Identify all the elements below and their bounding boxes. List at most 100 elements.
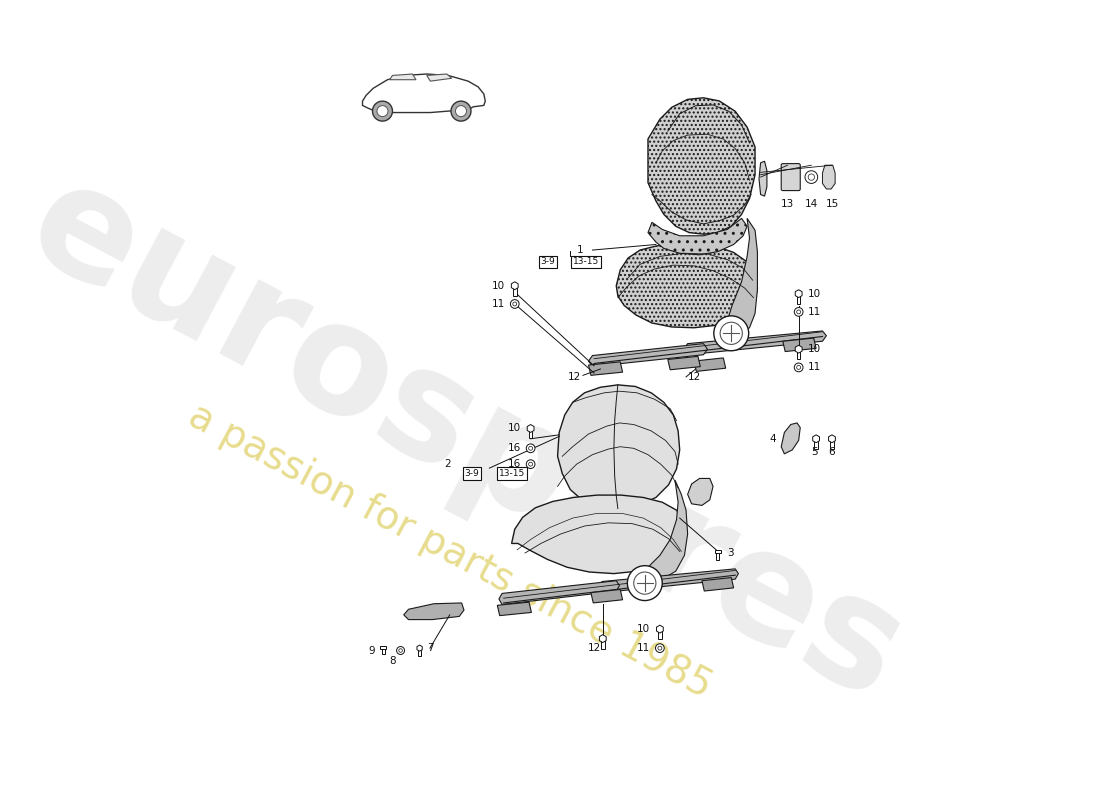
Bar bbox=[830, 438, 834, 449]
Circle shape bbox=[656, 644, 664, 653]
Circle shape bbox=[796, 366, 801, 370]
Polygon shape bbox=[598, 569, 738, 593]
Bar bbox=[601, 638, 605, 649]
Polygon shape bbox=[781, 423, 800, 454]
Polygon shape bbox=[588, 344, 707, 366]
Bar bbox=[796, 349, 801, 359]
Bar bbox=[529, 429, 532, 438]
Polygon shape bbox=[588, 362, 623, 375]
Polygon shape bbox=[404, 603, 464, 619]
Circle shape bbox=[794, 363, 803, 372]
Text: 13-15: 13-15 bbox=[573, 258, 600, 266]
Bar bbox=[381, 646, 386, 649]
Circle shape bbox=[529, 462, 532, 466]
Polygon shape bbox=[688, 478, 713, 506]
Text: 2: 2 bbox=[444, 459, 451, 469]
Polygon shape bbox=[417, 645, 422, 651]
Polygon shape bbox=[828, 435, 835, 442]
Circle shape bbox=[794, 307, 803, 316]
Polygon shape bbox=[558, 385, 680, 509]
Polygon shape bbox=[657, 625, 663, 633]
Circle shape bbox=[513, 302, 517, 306]
Text: 10: 10 bbox=[508, 423, 521, 434]
Bar bbox=[382, 648, 385, 654]
Polygon shape bbox=[644, 480, 688, 582]
Circle shape bbox=[805, 170, 817, 183]
Text: 14: 14 bbox=[805, 199, 818, 209]
Text: 11: 11 bbox=[637, 643, 650, 653]
Circle shape bbox=[796, 310, 801, 314]
Text: 10: 10 bbox=[808, 289, 822, 298]
Text: 10: 10 bbox=[808, 344, 822, 354]
Text: 12: 12 bbox=[587, 643, 601, 653]
Polygon shape bbox=[512, 495, 686, 574]
Text: 16: 16 bbox=[508, 459, 521, 469]
Bar bbox=[814, 438, 818, 449]
Text: a passion for parts since 1985: a passion for parts since 1985 bbox=[182, 397, 718, 706]
Circle shape bbox=[451, 101, 471, 121]
Polygon shape bbox=[427, 74, 452, 81]
Text: 11: 11 bbox=[808, 362, 822, 373]
Text: 12: 12 bbox=[688, 372, 701, 382]
Text: 10: 10 bbox=[637, 624, 650, 634]
Polygon shape bbox=[668, 356, 701, 370]
Text: 11: 11 bbox=[808, 307, 822, 317]
Polygon shape bbox=[591, 590, 623, 603]
Circle shape bbox=[510, 300, 519, 308]
Circle shape bbox=[526, 460, 535, 469]
Text: 9: 9 bbox=[368, 646, 375, 655]
Circle shape bbox=[399, 649, 403, 652]
Polygon shape bbox=[702, 578, 734, 591]
Polygon shape bbox=[527, 425, 534, 433]
Circle shape bbox=[808, 174, 814, 180]
Bar bbox=[513, 286, 517, 296]
Polygon shape bbox=[363, 74, 485, 113]
Circle shape bbox=[720, 322, 742, 345]
Circle shape bbox=[714, 316, 749, 350]
Circle shape bbox=[373, 101, 393, 121]
Polygon shape bbox=[795, 290, 802, 298]
Polygon shape bbox=[512, 282, 518, 290]
Bar bbox=[418, 648, 421, 656]
Polygon shape bbox=[694, 358, 726, 371]
Text: 15: 15 bbox=[825, 199, 838, 209]
FancyBboxPatch shape bbox=[781, 164, 800, 190]
Text: 11: 11 bbox=[492, 299, 505, 309]
Polygon shape bbox=[616, 244, 758, 328]
Polygon shape bbox=[499, 581, 619, 605]
Polygon shape bbox=[813, 435, 820, 442]
Text: 6: 6 bbox=[828, 447, 835, 458]
Polygon shape bbox=[795, 346, 802, 353]
Circle shape bbox=[397, 646, 405, 654]
Circle shape bbox=[658, 646, 662, 650]
Text: 16: 16 bbox=[508, 443, 521, 454]
Circle shape bbox=[455, 106, 466, 117]
Polygon shape bbox=[648, 218, 747, 255]
Bar bbox=[715, 550, 720, 554]
Polygon shape bbox=[497, 602, 531, 616]
Circle shape bbox=[526, 444, 535, 453]
Text: 3-9: 3-9 bbox=[464, 469, 480, 478]
Text: 4: 4 bbox=[770, 434, 777, 444]
Polygon shape bbox=[684, 331, 826, 354]
Circle shape bbox=[377, 106, 388, 117]
Text: eurospares: eurospares bbox=[4, 148, 927, 733]
Text: 13-15: 13-15 bbox=[498, 469, 525, 478]
Circle shape bbox=[529, 446, 532, 450]
Text: 3: 3 bbox=[727, 548, 734, 558]
Polygon shape bbox=[648, 98, 755, 234]
Text: 8: 8 bbox=[389, 656, 396, 666]
Circle shape bbox=[634, 572, 656, 594]
Text: 13: 13 bbox=[781, 199, 794, 209]
Text: 12: 12 bbox=[568, 372, 581, 382]
Circle shape bbox=[627, 566, 662, 601]
Polygon shape bbox=[783, 338, 816, 351]
Polygon shape bbox=[759, 162, 767, 196]
Text: 10: 10 bbox=[492, 281, 505, 290]
Polygon shape bbox=[389, 74, 416, 80]
Bar bbox=[796, 294, 801, 304]
Text: 5: 5 bbox=[811, 447, 817, 458]
Text: 1: 1 bbox=[576, 245, 583, 255]
Text: 3-9: 3-9 bbox=[541, 258, 556, 266]
Polygon shape bbox=[600, 634, 606, 642]
